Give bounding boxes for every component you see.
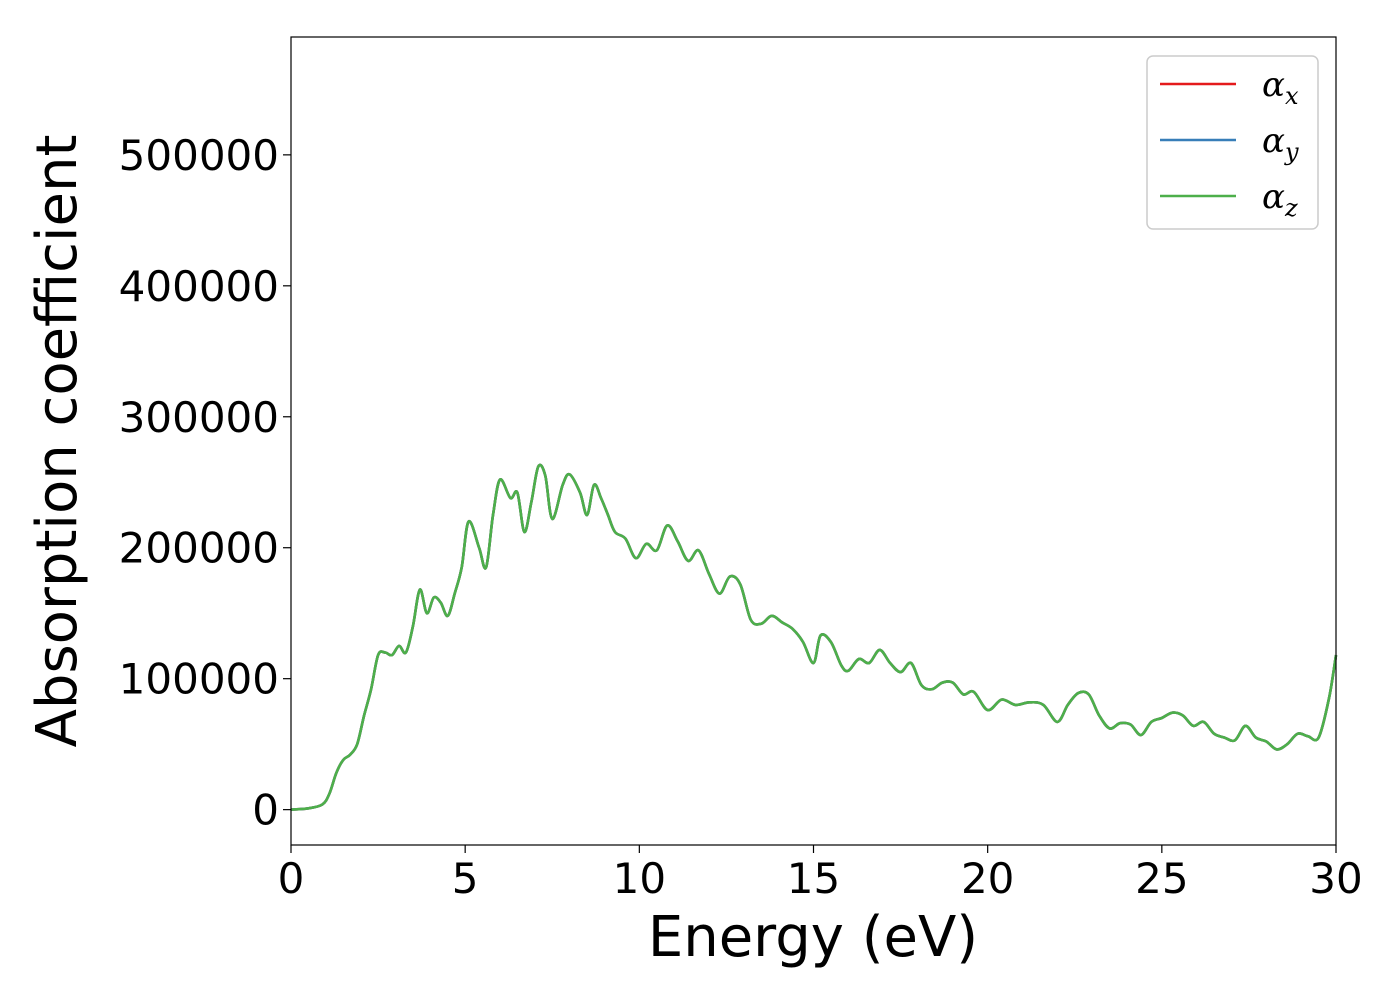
x-axis-label: Energy (eV) <box>648 905 978 970</box>
x-tick-label: 5 <box>452 854 479 903</box>
x-axis-ticks: 0 5 10 15 20 25 30 <box>278 845 1363 903</box>
legend-label-z: αz <box>1262 177 1298 222</box>
y-tick-label: 200000 <box>119 524 279 573</box>
y-tick-label: 400000 <box>119 262 279 311</box>
y-axis-label: Absorption coefficient <box>25 135 90 748</box>
y-tick-label: 300000 <box>119 393 279 442</box>
x-tick-label: 10 <box>613 854 666 903</box>
series-line-α-y <box>290 463 1338 811</box>
series-line-α-z <box>290 463 1338 811</box>
y-tick-label: 0 <box>252 786 279 835</box>
series-layer <box>290 463 1338 811</box>
series-line-α-x <box>290 463 1338 811</box>
x-tick-label: 20 <box>961 854 1014 903</box>
y-tick-label: 100000 <box>119 655 279 704</box>
y-tick-label: 500000 <box>119 131 279 180</box>
x-tick-label: 25 <box>1135 854 1188 903</box>
x-tick-label: 30 <box>1309 854 1362 903</box>
x-tick-label: 15 <box>787 854 840 903</box>
y-axis-ticks: 0 100000 200000 300000 400000 500000 <box>119 131 291 835</box>
x-tick-label: 0 <box>278 854 305 903</box>
legend-box <box>1146 55 1319 230</box>
